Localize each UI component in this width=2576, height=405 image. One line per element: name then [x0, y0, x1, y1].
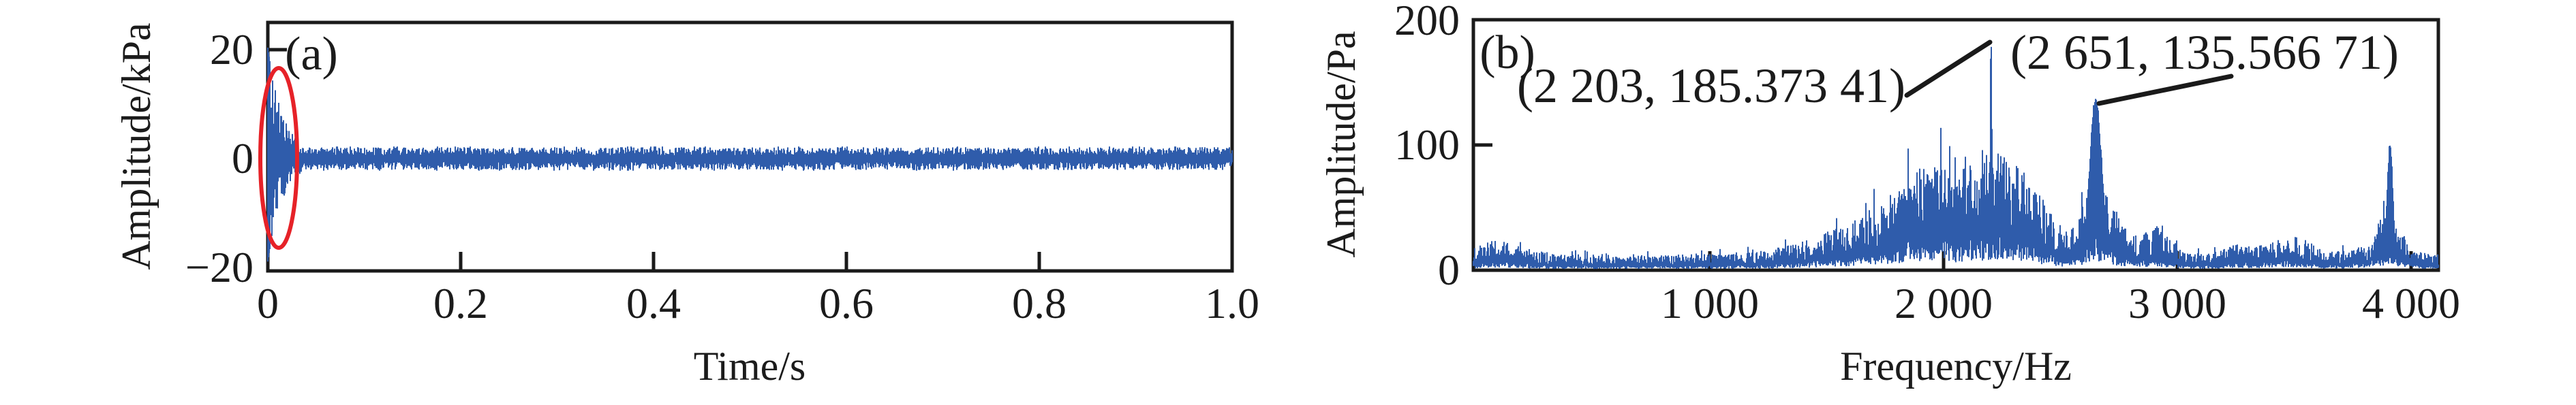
panel-a-x-axis-title: Time/s [693, 344, 806, 389]
peak-callout-2203: (2 203, 185.373 41) [1517, 59, 1905, 113]
panel-a-y-axis-title: Amplitude/kPa [114, 22, 159, 270]
panel-b-x-tick-label: 1 000 [1661, 279, 1759, 327]
panel-a-x-tick-label: 0 [257, 279, 279, 327]
panel-b-x-tick-label: 4 000 [2362, 279, 2460, 327]
panel-a-box [266, 20, 1234, 273]
panel-a-x-tick-label: 0.4 [626, 279, 681, 327]
panel-b-spectrum [1473, 46, 2439, 270]
panel-a-y-tick-label: 0 [232, 134, 254, 182]
panel-b-y-axis-title: Amplitude/Pa [1319, 31, 1364, 258]
panel-a-x-tick-label: 1.0 [1205, 279, 1259, 327]
panel-b-x-axis-title: Frequency/Hz [1840, 344, 2072, 389]
panel-b-x-tick-label: 3 000 [2128, 279, 2226, 327]
transient-highlight-ellipse [258, 66, 299, 250]
panel-a-label: (a) [285, 28, 338, 80]
panel-a-y-tick-label: 20 [210, 25, 254, 74]
panel-a-y-tick-label: −20 [185, 243, 254, 291]
panel-a-x-tick-label: 0.8 [1012, 279, 1067, 327]
panel-a-x-tick-label: 0.2 [433, 279, 488, 327]
panel-a-x-tick-label: 0.6 [819, 279, 874, 327]
callout-leader-line-2651 [2096, 74, 2234, 106]
panel-a-waveform [267, 48, 1233, 262]
panel-b-x-tick-label: 2 000 [1895, 279, 1993, 327]
panel-b-y-tick-label: 0 [1438, 246, 1460, 294]
panel-b-y-tick-label: 100 [1394, 120, 1460, 169]
panel-b-box [1471, 18, 2440, 272]
callout-leader-line-2203 [1904, 39, 1993, 98]
panel-b-label: (b) [1479, 27, 1535, 79]
peak-callout-2651: (2 651, 135.566 71) [2010, 25, 2399, 80]
panel-b-y-tick-label: 200 [1394, 0, 1460, 44]
